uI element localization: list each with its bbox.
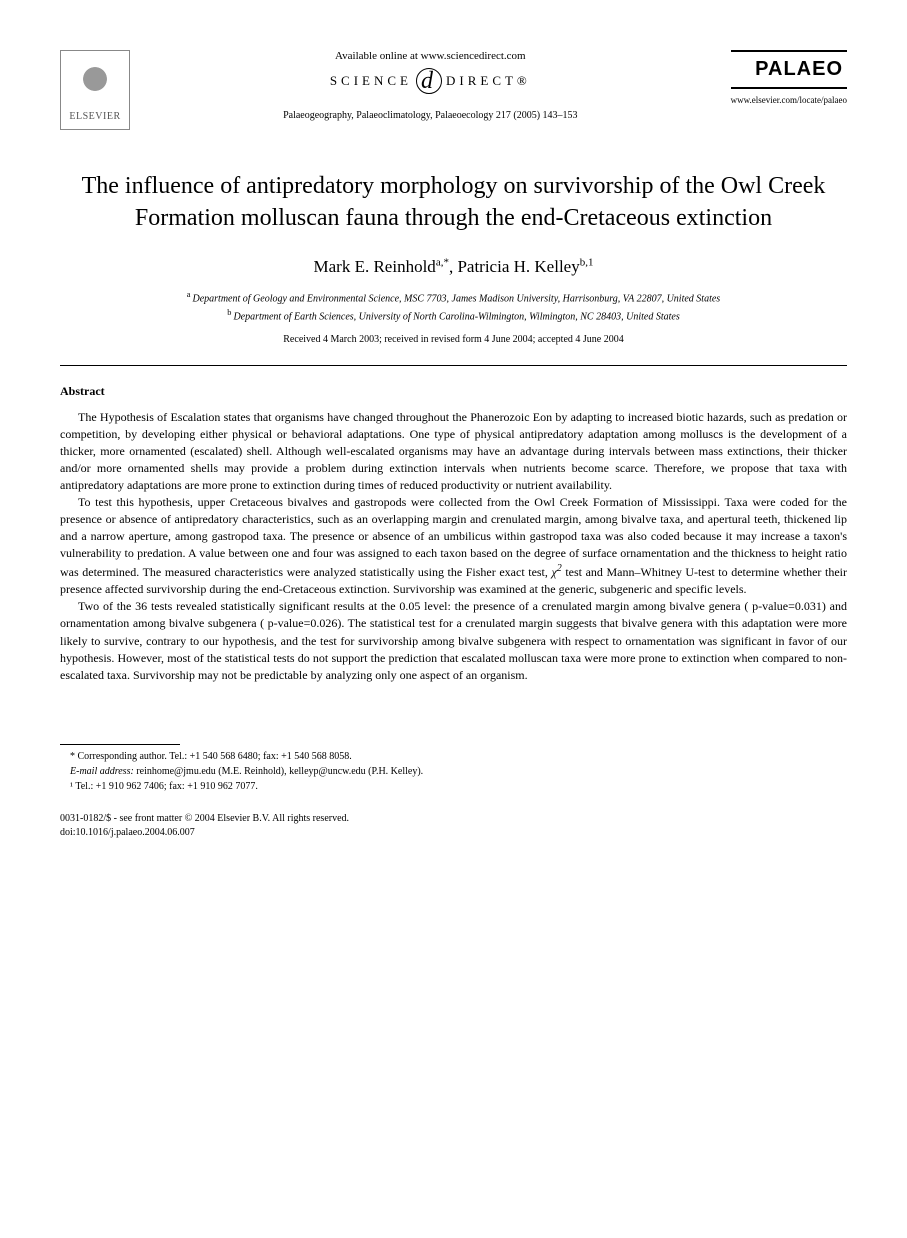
journal-reference: Palaeogeography, Palaeoclimatology, Pala…: [150, 110, 711, 121]
email-text: reinhome@jmu.edu (M.E. Reinhold), kelley…: [134, 766, 423, 777]
sciencedirect-logo: SCIENCE d DIRECT®: [330, 68, 531, 94]
author-2-name: Patricia H. Kelley: [457, 257, 579, 276]
journal-url: www.elsevier.com/locate/palaeo: [731, 95, 847, 105]
center-header: Available online at www.sciencedirect.co…: [130, 50, 731, 121]
journal-brand-box: PALAEO www.elsevier.com/locate/palaeo: [731, 50, 847, 105]
author-2-sup: b,1: [580, 257, 594, 269]
doi-line: doi:10.1016/j.palaeo.2004.06.007: [60, 826, 847, 840]
author-1-name: Mark E. Reinhold: [314, 257, 436, 276]
author-2: Patricia H. Kelleyb,1: [457, 257, 593, 276]
affil-b-sup: b: [227, 308, 231, 317]
page-header: ELSEVIER Available online at www.science…: [60, 50, 847, 130]
chi-squared-symbol: χ2: [551, 565, 561, 579]
article-title: The influence of antipredatory morpholog…: [60, 170, 847, 235]
footnotes-rule: [60, 744, 180, 745]
authors-line: Mark E. Reinholda,*, Patricia H. Kelleyb…: [60, 257, 847, 278]
article-history: Received 4 March 2003; received in revis…: [60, 334, 847, 345]
abstract-p2: To test this hypothesis, upper Cretaceou…: [60, 494, 847, 598]
email-line: E-mail address: reinhome@jmu.edu (M.E. R…: [60, 764, 847, 779]
affiliation-b: bDepartment of Earth Sciences, Universit…: [60, 307, 847, 324]
affiliations: aDepartment of Geology and Environmental…: [60, 289, 847, 324]
footnotes: * Corresponding author. Tel.: +1 540 568…: [60, 744, 847, 794]
abstract-body: The Hypothesis of Escalation states that…: [60, 409, 847, 684]
title-block: The influence of antipredatory morpholog…: [60, 170, 847, 345]
affil-a-text: Department of Geology and Environmental …: [192, 294, 720, 305]
available-online-text: Available online at www.sciencedirect.co…: [150, 50, 711, 62]
abstract-p1: The Hypothesis of Escalation states that…: [60, 409, 847, 494]
elsevier-logo: ELSEVIER: [60, 50, 130, 130]
palaeo-logo: PALAEO: [731, 50, 847, 89]
affiliation-a: aDepartment of Geology and Environmental…: [60, 289, 847, 306]
abstract-heading: Abstract: [60, 384, 847, 399]
email-label: E-mail address:: [70, 766, 134, 777]
sciencedirect-left: SCIENCE: [330, 73, 412, 89]
sciencedirect-right: DIRECT®: [446, 73, 531, 89]
affil-b-text: Department of Earth Sciences, University…: [233, 311, 679, 322]
elsevier-label: ELSEVIER: [69, 111, 120, 122]
elsevier-tree-icon: [70, 59, 120, 109]
divider-top: [60, 365, 847, 366]
author-1: Mark E. Reinholda,*: [314, 257, 449, 276]
copyright-block: 0031-0182/$ - see front matter © 2004 El…: [60, 812, 847, 840]
sciencedirect-d-icon: d: [416, 68, 442, 94]
author-1-sup: a,*: [436, 257, 449, 269]
abstract-p3: Two of the 36 tests revealed statistical…: [60, 598, 847, 683]
copyright-line-1: 0031-0182/$ - see front matter © 2004 El…: [60, 812, 847, 826]
footnote-1: ¹ Tel.: +1 910 962 7406; fax: +1 910 962…: [60, 779, 847, 794]
affil-a-sup: a: [187, 290, 191, 299]
corresponding-author-note: * Corresponding author. Tel.: +1 540 568…: [60, 749, 847, 764]
